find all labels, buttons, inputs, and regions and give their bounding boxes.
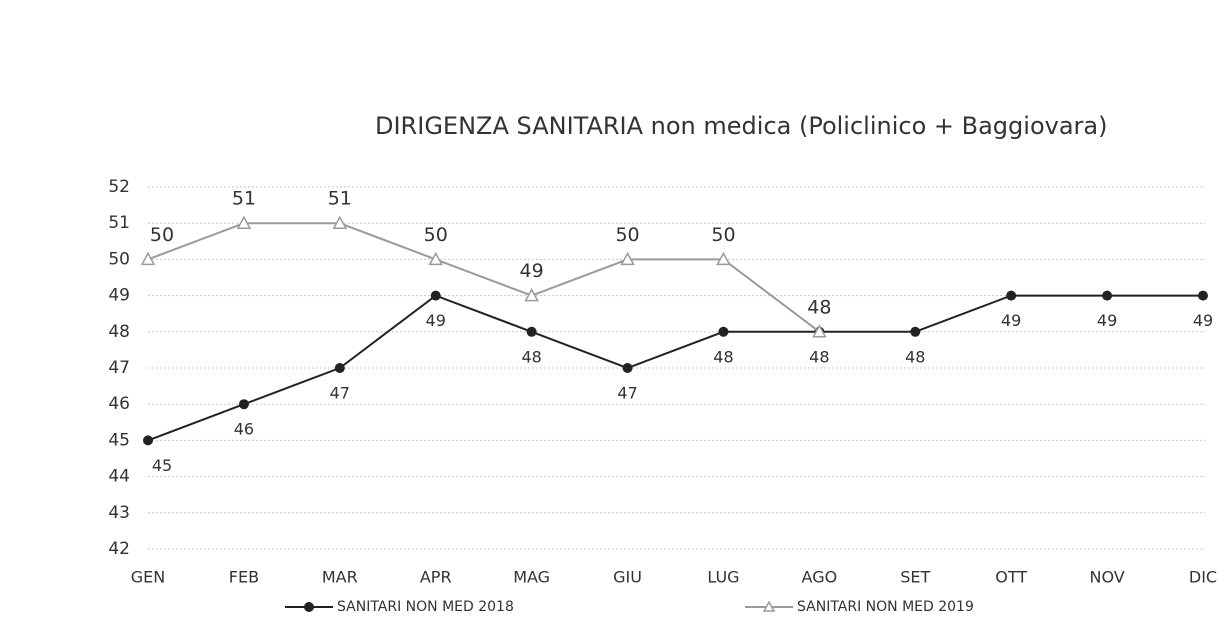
marker — [140, 251, 156, 266]
x-tick-label: SET — [900, 568, 930, 587]
y-tick-label: 45 — [108, 430, 130, 450]
y-tick-label: 42 — [108, 539, 130, 559]
data-label: 46 — [234, 420, 254, 439]
legend-label: SANITARI NON MED 2018 — [337, 599, 514, 615]
marker — [430, 290, 441, 301]
data-label: 49 — [1097, 311, 1117, 330]
marker — [524, 288, 539, 302]
marker — [1006, 290, 1017, 301]
y-tick-label: 52 — [108, 177, 130, 197]
marker — [718, 326, 729, 337]
data-label: 50 — [615, 224, 639, 246]
marker — [1198, 290, 1208, 301]
x-tick-label: NOV — [1089, 568, 1124, 587]
legend-label: SANITARI NON MED 2019 — [797, 599, 974, 615]
y-tick-label: 51 — [108, 213, 130, 233]
marker — [332, 215, 348, 229]
data-label: 49 — [426, 311, 446, 330]
y-tick-label: 47 — [108, 358, 130, 378]
marker — [236, 215, 252, 229]
x-tick-label: AGO — [802, 568, 838, 587]
data-label: 47 — [330, 384, 350, 403]
marker — [910, 326, 921, 337]
y-tick-label: 50 — [108, 249, 130, 269]
data-label: 48 — [807, 296, 831, 318]
series-line — [147, 294, 1203, 442]
x-tick-label: GIU — [613, 568, 642, 587]
data-label: 51 — [328, 188, 352, 210]
data-label: 48 — [905, 347, 925, 366]
marker — [143, 435, 153, 446]
legend-marker — [762, 600, 776, 612]
x-tick-label: MAR — [322, 568, 358, 587]
data-label: 48 — [521, 347, 541, 366]
y-tick-label: 43 — [108, 503, 130, 523]
data-label: 45 — [152, 456, 172, 475]
marker — [526, 326, 537, 337]
x-tick-label: MAG — [513, 568, 550, 587]
data-label: 51 — [232, 188, 256, 210]
marker — [428, 251, 443, 266]
marker — [1102, 290, 1113, 301]
chart-title: DIRIGENZA SANITARIA non medica (Policlin… — [375, 112, 1107, 140]
x-tick-label: FEB — [229, 568, 259, 587]
data-label: 50 — [424, 224, 448, 246]
marker — [812, 324, 827, 338]
marker — [716, 251, 731, 266]
legend-marker — [304, 602, 314, 612]
data-label: 50 — [711, 224, 735, 246]
marker — [620, 251, 635, 266]
data-label: 49 — [520, 260, 544, 282]
data-label: 50 — [150, 224, 174, 246]
data-label: 48 — [809, 347, 829, 366]
data-label: 47 — [617, 384, 637, 403]
marker — [334, 363, 345, 373]
x-tick-label: LUG — [707, 568, 739, 587]
data-label: 49 — [1001, 311, 1021, 330]
marker — [238, 399, 249, 410]
y-tick-label: 49 — [108, 286, 130, 306]
series-line — [147, 222, 820, 333]
y-tick-label: 46 — [108, 394, 130, 414]
data-label: 48 — [713, 347, 733, 366]
data-label: 49 — [1193, 311, 1213, 330]
x-tick-label: DIC — [1189, 568, 1217, 587]
x-tick-label: OTT — [995, 568, 1027, 587]
x-tick-label: GEN — [131, 568, 165, 587]
x-tick-label: APR — [420, 568, 452, 587]
marker — [622, 363, 633, 373]
y-tick-label: 44 — [108, 467, 130, 487]
y-tick-label: 48 — [108, 322, 130, 342]
